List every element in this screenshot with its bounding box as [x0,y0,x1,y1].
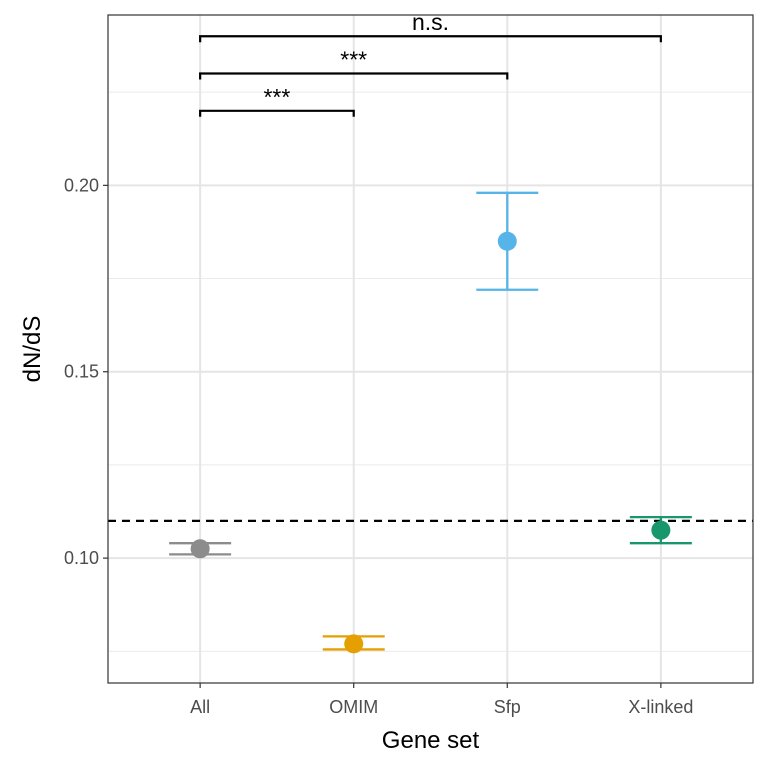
significance-label: *** [340,47,367,73]
x-axis-ticks: All OMIM Sfp X-linked [190,683,693,717]
y-axis-title: dN/dS [19,316,46,383]
significance-label: n.s. [412,9,449,35]
y-axis-ticks: 0.10 0.15 0.20 [64,175,108,568]
point-x-linked [651,520,671,540]
x-tick-label: OMIM [329,697,378,717]
x-tick-label: Sfp [494,697,521,717]
data-points [190,231,671,654]
x-tick-label: X-linked [628,697,693,717]
y-tick-label: 0.20 [64,175,99,195]
point-omim [344,634,364,654]
significance-label: *** [263,84,290,110]
panel-background [108,15,753,683]
significance-bracket [199,109,355,117]
panel-border [107,14,754,684]
y-tick-label: 0.10 [64,548,99,568]
major-gridlines [108,15,753,683]
minor-gridlines [108,91,753,652]
x-tick-label: All [190,697,210,717]
x-axis-title: Gene set [382,727,480,754]
significance-bracket [199,35,662,43]
point-sfp [497,231,517,251]
significance-brackets: *** *** n.s. [199,9,662,117]
y-tick-label: 0.15 [64,362,99,382]
point-all [190,539,210,559]
significance-bracket [199,72,509,80]
